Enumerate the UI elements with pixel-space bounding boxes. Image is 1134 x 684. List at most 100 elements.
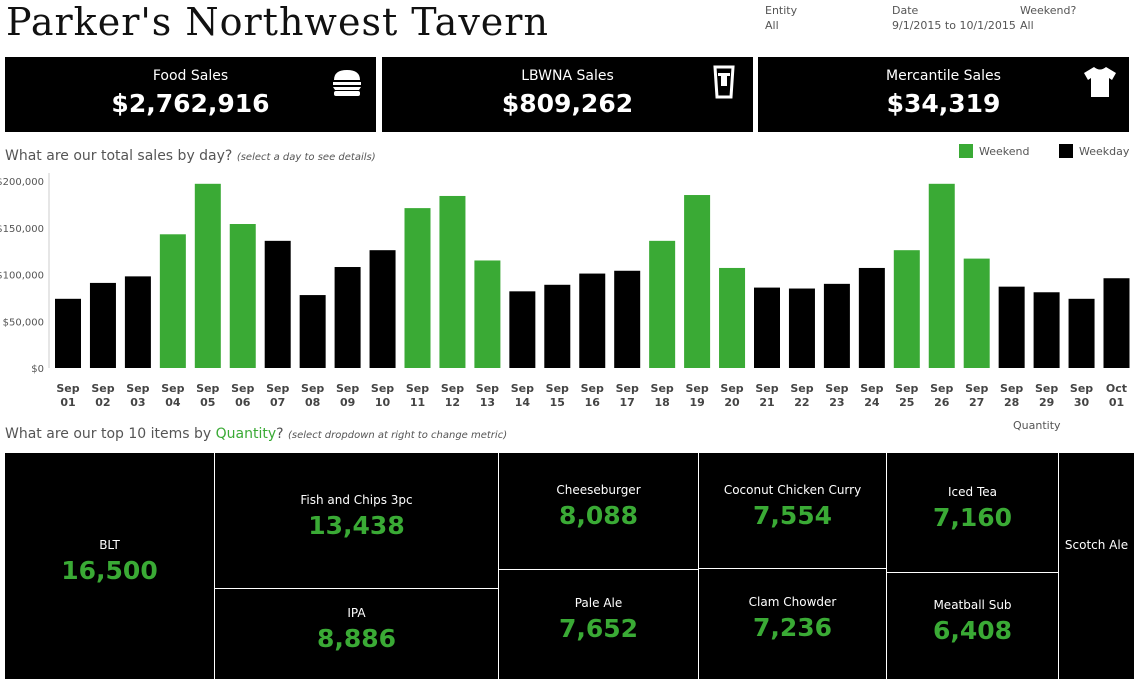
legend-weekday[interactable]: Weekday	[1059, 144, 1129, 158]
day-bar[interactable]	[858, 267, 885, 368]
day-bar[interactable]	[963, 258, 990, 368]
treemap-tile[interactable]: Iced Tea 7,160	[887, 453, 1058, 572]
legend-weekend-label: Weekend	[979, 145, 1030, 158]
tile-name: Pale Ale	[574, 596, 623, 610]
daily-sales-question: What are our total sales by day? (select…	[5, 148, 376, 164]
date-filter[interactable]: Date 9/1/2015 to 10/1/2015	[892, 3, 1016, 33]
day-bar[interactable]	[1103, 278, 1130, 368]
day-bar[interactable]	[89, 282, 116, 368]
x-tick-label: 29	[1039, 396, 1054, 409]
day-bar[interactable]	[229, 224, 256, 368]
daily-question-hint: (select a day to see details)	[236, 152, 376, 163]
tile-value: 13,438	[308, 511, 405, 540]
x-tick-label: Sep	[336, 382, 359, 395]
day-bar[interactable]	[544, 284, 571, 368]
x-tick-label: 11	[410, 396, 425, 409]
x-tick-label: Sep	[161, 382, 184, 395]
day-bar[interactable]	[299, 295, 326, 368]
top-items-question: What are our top 10 items by Quantity? (…	[5, 426, 507, 442]
day-bar[interactable]	[754, 287, 780, 368]
day-bar[interactable]	[998, 286, 1025, 368]
y-tick-label: $0	[31, 364, 44, 375]
x-tick-label: 04	[165, 396, 181, 409]
day-bar[interactable]	[404, 208, 431, 368]
metric-dropdown[interactable]: Quantity	[1013, 419, 1061, 432]
top-question-prefix: What are our top 10 items by	[5, 426, 216, 442]
weekend-swatch	[959, 144, 973, 158]
day-bar[interactable]	[684, 195, 711, 368]
day-bar[interactable]	[614, 270, 641, 368]
kpi-label: Mercantile Sales	[886, 68, 1001, 84]
day-bar[interactable]	[124, 276, 151, 368]
daily-sales-chart[interactable]: $0$50,000$100,000$150,000$200,000Sep01Se…	[0, 168, 1134, 414]
tshirt-icon	[1084, 67, 1116, 97]
day-bar[interactable]	[55, 298, 81, 368]
x-tick-label: Sep	[720, 382, 743, 395]
weekend-filter[interactable]: Weekend? All	[1020, 3, 1076, 33]
x-tick-label: Oct	[1106, 382, 1127, 395]
weekend-filter-value[interactable]: All	[1020, 19, 1034, 32]
x-tick-label: 07	[270, 396, 285, 409]
dashboard-title: Parker's Northwest Tavern	[6, 0, 549, 44]
date-filter-value[interactable]: 9/1/2015 to 10/1/2015	[892, 19, 1016, 32]
entity-filter-value[interactable]: All	[765, 19, 779, 32]
day-bar[interactable]	[928, 183, 955, 368]
x-tick-label: Sep	[1070, 382, 1093, 395]
x-tick-label: Sep	[266, 382, 289, 395]
x-tick-label: 27	[969, 396, 984, 409]
x-tick-label: Sep	[1035, 382, 1058, 395]
entity-filter[interactable]: Entity All	[765, 3, 797, 33]
tile-value: 8,088	[558, 501, 639, 530]
day-bar[interactable]	[509, 291, 536, 368]
y-tick-label: $50,000	[3, 317, 44, 328]
x-tick-label: Sep	[790, 382, 813, 395]
x-tick-label: Sep	[371, 382, 394, 395]
day-bar[interactable]	[369, 250, 396, 368]
treemap-tile[interactable]: Coconut Chicken Curry 7,554	[699, 453, 886, 568]
x-tick-label: Sep	[511, 382, 534, 395]
x-tick-label: 20	[724, 396, 740, 409]
day-bar[interactable]	[1033, 292, 1060, 368]
day-bar[interactable]	[194, 183, 221, 368]
x-tick-label: 30	[1074, 396, 1090, 409]
day-bar[interactable]	[893, 250, 920, 368]
kpi-label: LBWNA Sales	[521, 68, 614, 84]
treemap-tile[interactable]: Clam Chowder 7,236	[699, 569, 886, 679]
legend-weekday-label: Weekday	[1079, 145, 1130, 158]
treemap-tile[interactable]: Fish and Chips 3pc 13,438	[215, 453, 498, 588]
x-tick-label: Sep	[196, 382, 219, 395]
treemap-tile[interactable]: Cheeseburger 8,088	[499, 453, 698, 569]
x-tick-label: Sep	[651, 382, 674, 395]
treemap-tile[interactable]: BLT 16,500	[5, 453, 214, 679]
x-tick-label: Sep	[930, 382, 953, 395]
day-bar[interactable]	[439, 195, 466, 368]
x-tick-label: 26	[934, 396, 950, 409]
day-bar[interactable]	[264, 240, 291, 368]
legend-weekend[interactable]: Weekend	[959, 144, 1029, 158]
treemap-tile[interactable]: IPA 8,886	[215, 589, 498, 679]
date-filter-label: Date	[892, 4, 919, 17]
day-bar[interactable]	[719, 267, 746, 368]
x-tick-label: Sep	[685, 382, 708, 395]
day-bar[interactable]	[579, 273, 606, 368]
day-bar[interactable]	[788, 288, 815, 368]
kpi-value: $809,262	[501, 89, 634, 118]
tile-name: BLT	[99, 538, 120, 552]
weekend-filter-label: Weekend?	[1020, 4, 1077, 17]
x-tick-label: 19	[689, 396, 704, 409]
day-bar[interactable]	[334, 267, 361, 368]
tile-name: Iced Tea	[948, 485, 997, 499]
day-bar[interactable]	[1068, 298, 1095, 368]
treemap-tile[interactable]: Pale Ale 7,652	[499, 570, 698, 679]
tile-name: Coconut Chicken Curry	[723, 483, 862, 497]
treemap-tile[interactable]: Meatball Sub 6,408	[887, 573, 1058, 679]
treemap-tile[interactable]: Scotch Ale	[1059, 453, 1134, 679]
x-tick-label: 10	[375, 396, 391, 409]
day-bar[interactable]	[823, 283, 850, 368]
day-bar[interactable]	[159, 234, 186, 368]
top-question-suffix: ?	[276, 426, 284, 442]
x-tick-label: Sep	[860, 382, 883, 395]
day-bar[interactable]	[474, 260, 501, 368]
tile-value: 7,160	[932, 503, 1013, 532]
day-bar[interactable]	[649, 240, 676, 368]
